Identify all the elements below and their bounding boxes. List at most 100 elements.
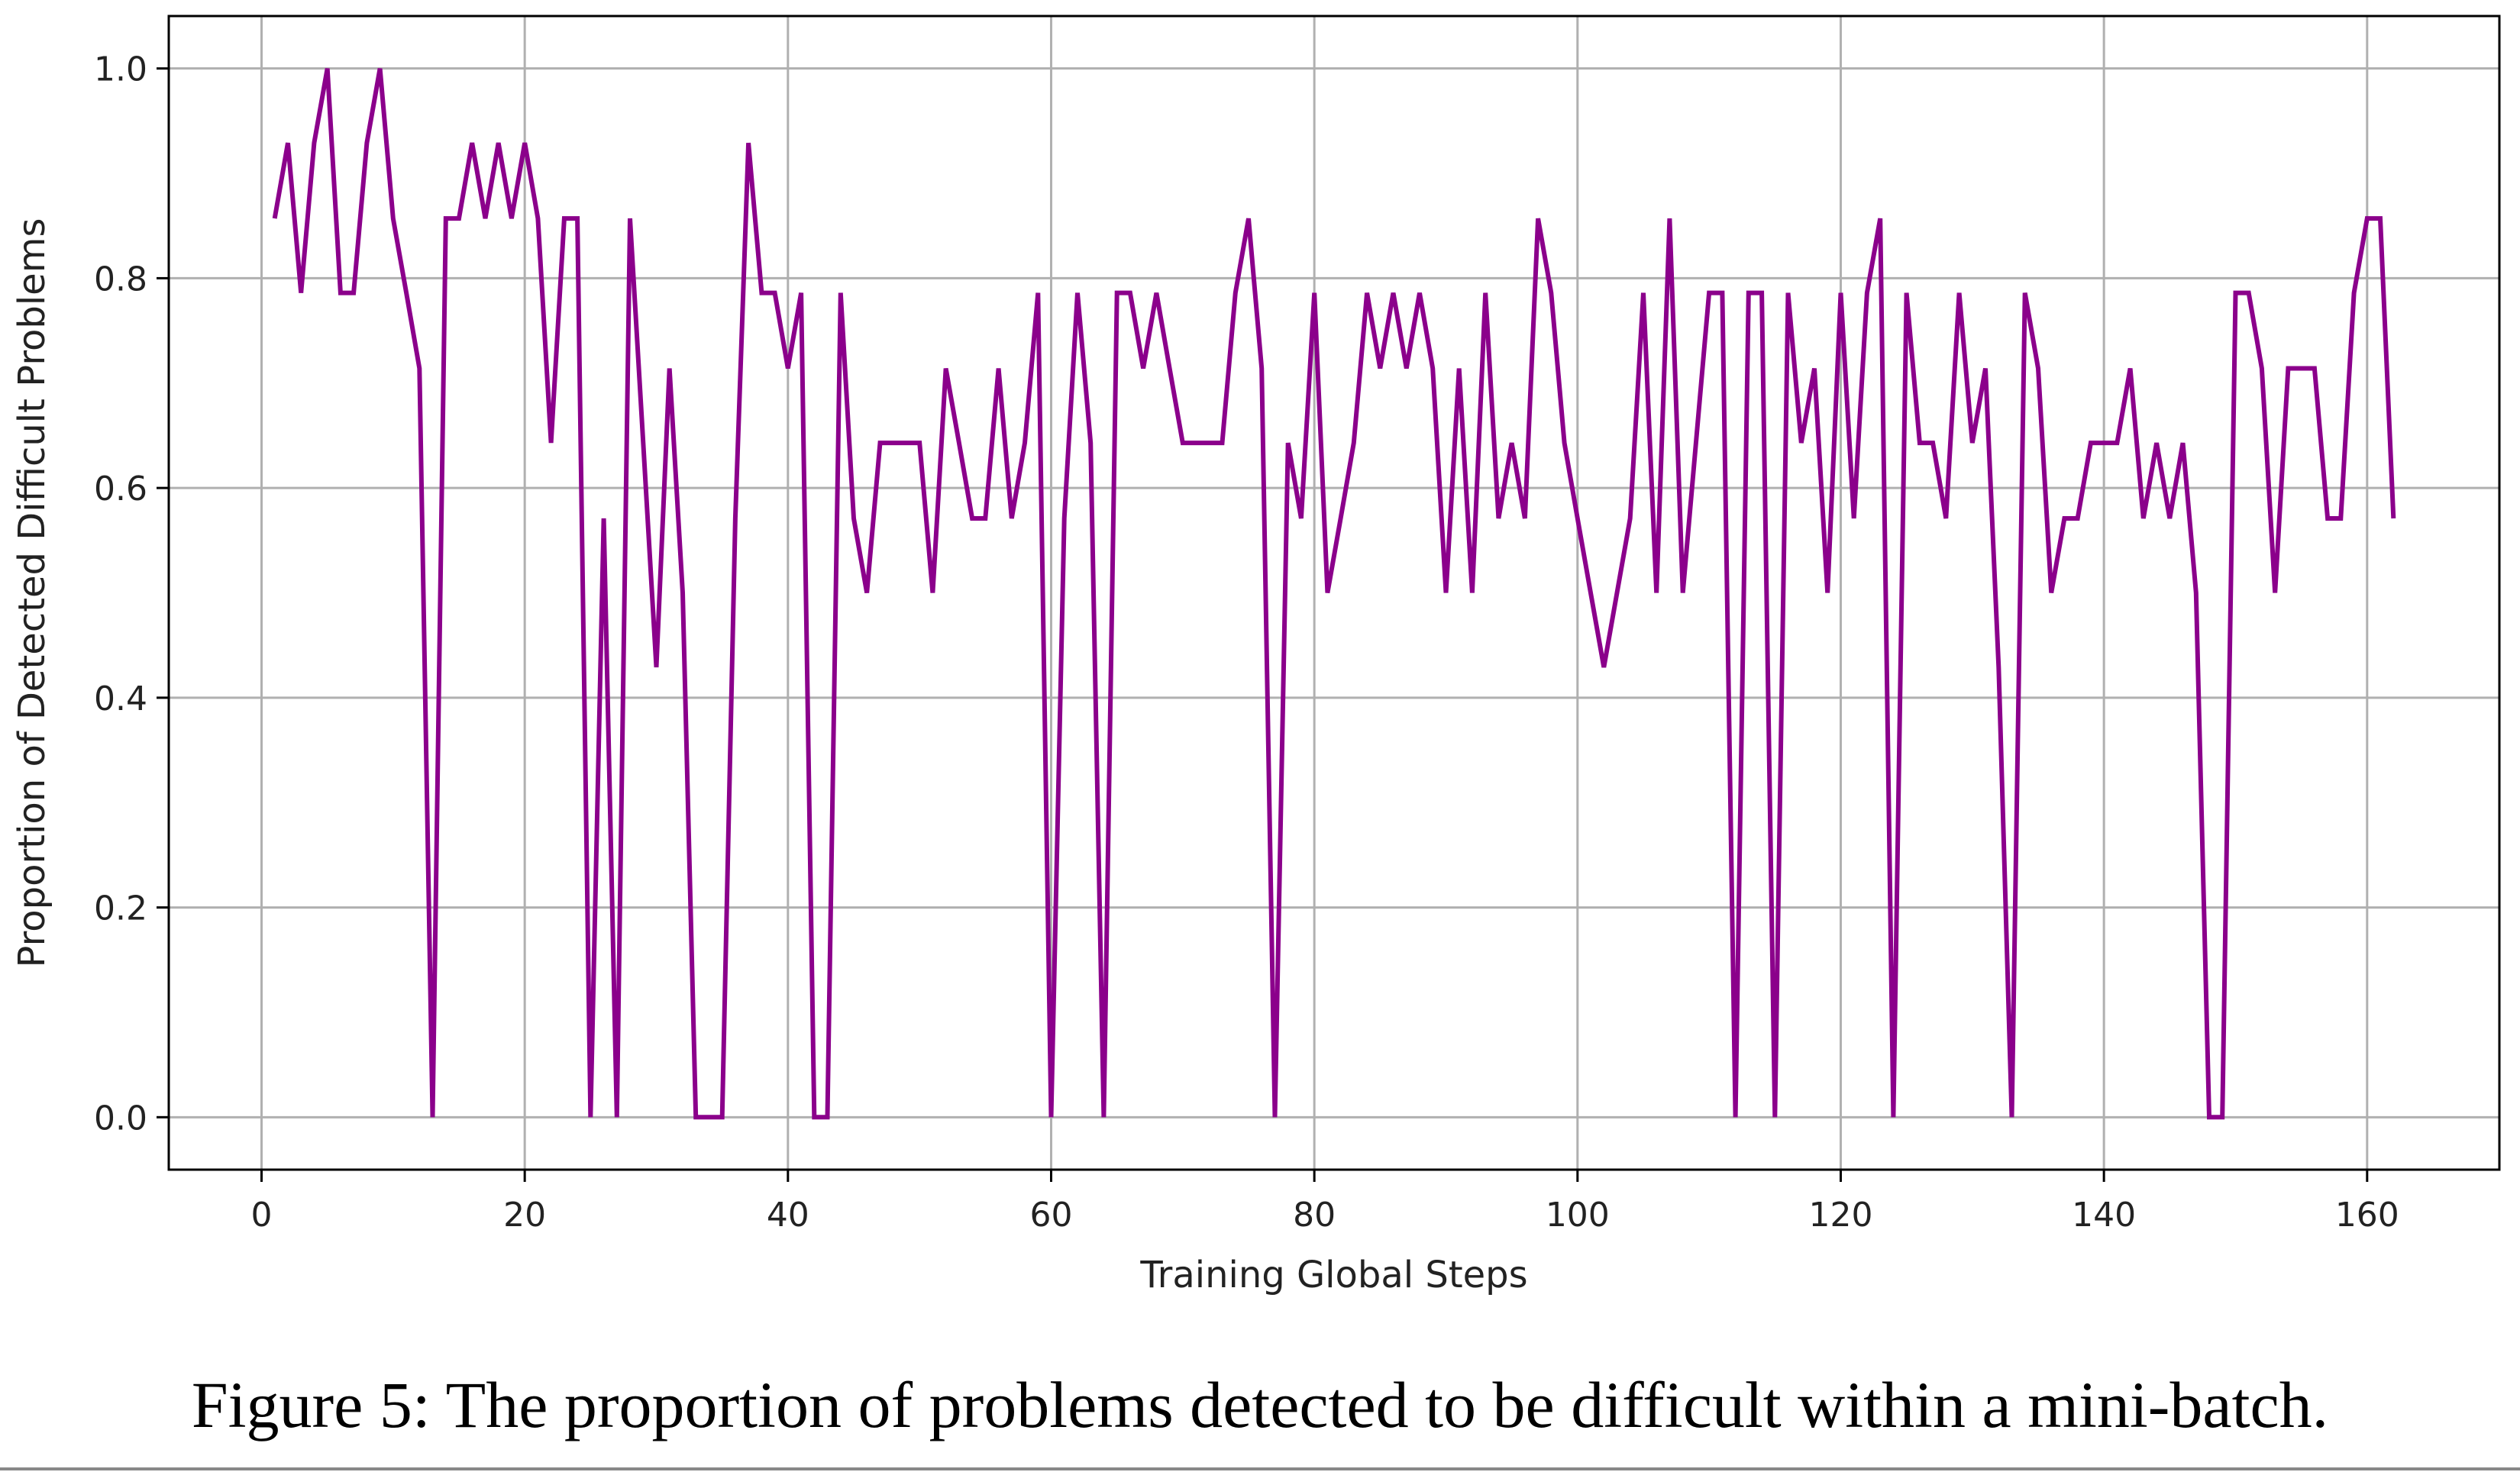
y-tick-label: 0.8: [94, 260, 147, 299]
data-point: [1367, 292, 1368, 293]
data-point: [1287, 443, 1288, 444]
data-point: [2117, 443, 2118, 444]
data-point: [2275, 592, 2276, 593]
x-tick-label: 80: [1293, 1196, 1336, 1235]
data-point: [445, 218, 446, 219]
data-point: [472, 143, 473, 144]
data-point: [314, 143, 315, 144]
data-point: [761, 292, 762, 293]
data-point: [2104, 443, 2105, 444]
data-point: [301, 292, 302, 293]
data-point: [787, 368, 788, 369]
x-tick-label: 160: [2335, 1196, 2399, 1235]
data-point: [458, 218, 459, 219]
data-point: [1393, 292, 1394, 293]
line-chart: 0 20 40 60 80 100 120 140 1600.00.20.40.60.81.0 …: [11, 15, 2501, 1296]
data-point: [630, 218, 631, 219]
data-point: [1327, 592, 1328, 593]
data-point: [1129, 292, 1130, 293]
data-point: [1933, 443, 1934, 444]
data-point: [1116, 292, 1117, 293]
data-point: [1103, 1117, 1104, 1118]
data-point: [682, 592, 683, 593]
data-point: [1656, 592, 1657, 593]
data-point: [1353, 443, 1354, 444]
data-point: [2037, 368, 2038, 369]
y-tick-label: 0.4: [94, 680, 147, 718]
x-tick-label: 0: [250, 1196, 272, 1235]
plot-frame: [167, 15, 2501, 1171]
data-point: [1222, 443, 1223, 444]
data-point: [2261, 368, 2262, 369]
data-point: [1485, 292, 1486, 293]
data-point: [1695, 443, 1696, 444]
data-point: [1196, 443, 1197, 444]
data-point: [1669, 218, 1670, 219]
series-layer: [272, 68, 2396, 1120]
data-point: [2235, 292, 2236, 293]
data-point: [2301, 368, 2302, 369]
data-point: [1814, 368, 1815, 369]
data-point: [1406, 368, 1407, 369]
data-point: [1998, 667, 1999, 668]
data-point: [2248, 292, 2249, 293]
data-point: [498, 143, 499, 144]
y-tick-label: 1.0: [94, 50, 147, 89]
data-point: [511, 218, 512, 219]
data-point: [1709, 292, 1710, 293]
figure-caption: Figure 5: The proportion of problems det…: [191, 1368, 2329, 1441]
y-tick-label: 0.2: [94, 889, 147, 928]
data-point: [1682, 592, 1683, 593]
axis-ticks: 0 20 40 60 80 100 120 140 160 0.0 0.2 0.4 0.6 0.8 1.0: [94, 50, 2399, 1235]
data-point: [801, 292, 802, 293]
data-point: [656, 667, 657, 668]
x-tick-label: 120: [1808, 1196, 1872, 1235]
data-point: [840, 292, 841, 293]
data-point: [2090, 443, 2091, 444]
x-tick-label: 40: [767, 1196, 809, 1235]
data-point: [919, 443, 920, 444]
data-point: [327, 68, 328, 69]
data-point: [419, 368, 420, 369]
data-point: [1880, 218, 1881, 219]
y-tick-label: 0.6: [94, 470, 147, 508]
data-point: [1038, 292, 1039, 293]
data-point: [1735, 1117, 1736, 1118]
y-tick-label: 0.0: [94, 1099, 147, 1138]
data-point: [1551, 292, 1552, 293]
data-point: [1182, 443, 1183, 444]
grid-lines: [169, 16, 2499, 1170]
data-point: [1827, 592, 1828, 593]
data-point: [2130, 368, 2131, 369]
y-axis-label: Proportion of Detected Difficult Problem…: [11, 218, 53, 968]
data-point: [1209, 443, 1210, 444]
data-point: [590, 1117, 591, 1118]
data-point: [1090, 443, 1091, 444]
data-point: [577, 218, 578, 219]
x-tick-label: 140: [2072, 1196, 2136, 1235]
x-tick-label: 100: [1546, 1196, 1610, 1235]
data-point: [1380, 368, 1381, 369]
series-line: [272, 68, 2396, 1120]
data-point: [998, 368, 999, 369]
data-point: [2024, 292, 2025, 293]
data-point: [2051, 592, 2052, 593]
data-point: [1722, 292, 1723, 293]
data-point: [1248, 218, 1249, 219]
data-point: [2380, 218, 2381, 219]
data-point: [1840, 292, 1841, 293]
data-point: [2288, 368, 2289, 369]
data-point: [2209, 1117, 2210, 1118]
data-point: [2222, 1117, 2223, 1118]
data-point: [2182, 443, 2183, 444]
data-point: [1143, 368, 1144, 369]
data-point: [1906, 292, 1907, 293]
data-point: [340, 292, 341, 293]
data-point: [287, 143, 288, 144]
data-point: [945, 368, 946, 369]
data-point: [1893, 1117, 1894, 1118]
data-point: [1564, 443, 1565, 444]
data-point: [958, 443, 959, 444]
data-point: [1169, 368, 1170, 369]
x-tick-label: 20: [503, 1196, 546, 1235]
